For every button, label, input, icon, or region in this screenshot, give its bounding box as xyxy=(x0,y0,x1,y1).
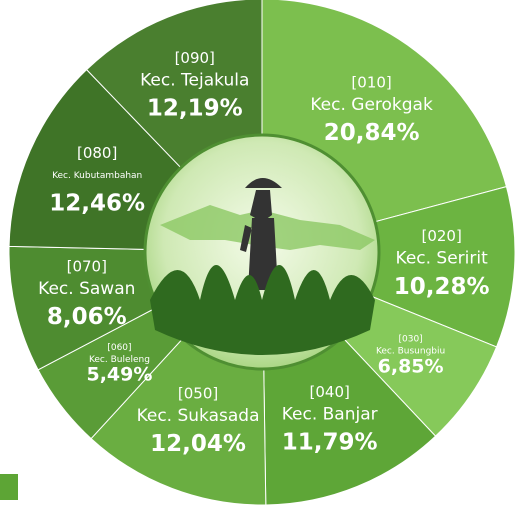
category-label: Kec. Sukasada xyxy=(137,406,260,426)
value-label: 11,79% xyxy=(282,429,378,455)
value-label: 8,06% xyxy=(47,304,127,330)
center-illustration xyxy=(143,133,381,371)
code-label: [080] xyxy=(77,144,117,162)
category-label: Kec. Buleleng xyxy=(89,355,150,365)
value-label: 6,85% xyxy=(378,355,444,377)
category-label: Kec. Kubutambahan xyxy=(52,171,142,181)
category-label: Kec. Seririt xyxy=(396,249,489,269)
code-label: [040] xyxy=(310,383,350,401)
value-label: 12,46% xyxy=(49,190,145,216)
category-label: Kec. Banjar xyxy=(282,404,378,424)
code-label: [010] xyxy=(351,73,391,91)
grass xyxy=(150,265,375,355)
segments xyxy=(8,0,516,506)
category-label: Kec. Sawan xyxy=(38,279,135,299)
code-label: [060] xyxy=(107,343,131,353)
code-label: [070] xyxy=(67,257,107,275)
category-label: Kec. Tejakula xyxy=(140,71,249,91)
code-label: [030] xyxy=(398,335,422,345)
farmer-silhouette xyxy=(240,178,282,290)
labels: [010] Kec. Gerokgak 20,84% [020] Kec. Seriri… xyxy=(38,49,489,457)
value-label: 5,49% xyxy=(86,364,152,386)
category-label: Kec. Gerokgak xyxy=(310,95,433,115)
value-label: 10,28% xyxy=(394,274,490,300)
value-label: 12,04% xyxy=(150,431,246,457)
value-label: 20,84% xyxy=(324,120,420,146)
code-label: [050] xyxy=(178,384,218,402)
category-label: Kec. Busungbiu xyxy=(376,347,445,357)
value-label: 12,19% xyxy=(147,96,243,122)
code-label: [090] xyxy=(175,49,215,67)
corner-square xyxy=(0,474,18,500)
code-label: [020] xyxy=(421,227,461,245)
